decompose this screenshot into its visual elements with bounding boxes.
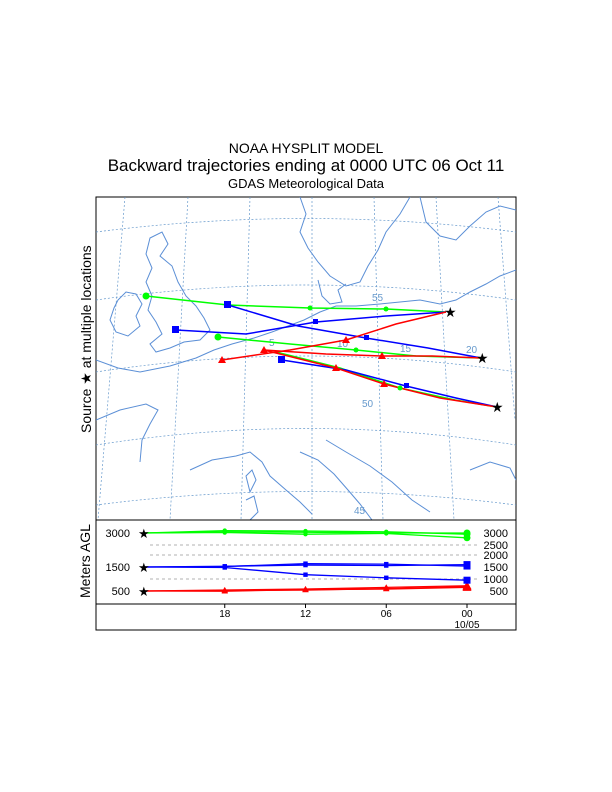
map-graticule [96, 197, 516, 520]
source-star-south: ★ [491, 399, 504, 415]
right-y-tick: 3000 [484, 528, 508, 540]
coastlines [96, 197, 516, 520]
right-y-tick: 2500 [484, 540, 508, 552]
source-stars: ★ ★ ★ [444, 304, 504, 415]
height-point [463, 576, 471, 584]
height-start-star: ★ [138, 526, 150, 541]
graticule-labels: 55 50 45 20 15 10 5 [269, 293, 478, 517]
height-point [384, 561, 389, 567]
map-markers [142, 292, 409, 391]
map-marker [172, 326, 179, 333]
map-traj-red-1 [221, 311, 447, 361]
height-point [221, 586, 228, 593]
map-marker [353, 347, 359, 353]
title-line-3: GDAS Meteorological Data [227, 176, 385, 191]
map-marker [380, 380, 388, 387]
lon-label-10: 10 [337, 339, 349, 350]
map-marker [307, 305, 313, 311]
map-marker [214, 333, 222, 341]
height-point [463, 530, 471, 538]
title-line-1: NOAA HYSPLIT MODEL [228, 140, 384, 156]
height-series: ★ ★ ★ [138, 526, 472, 599]
right-y-tick: 1000 [484, 574, 508, 586]
left-y-tick: 1500 [106, 562, 130, 574]
map-marker [397, 385, 403, 391]
lat-label-45: 45 [354, 506, 366, 517]
x-tick-label: 00 [461, 609, 473, 620]
right-y-tick: 1500 [484, 562, 508, 574]
map-marker [364, 335, 369, 340]
x-tick-label: 18 [219, 609, 231, 620]
height-point [302, 585, 309, 592]
map-marker [278, 356, 285, 363]
map-marker [218, 356, 226, 363]
height-point [303, 532, 308, 537]
x-tick-date: 10/05 [454, 620, 479, 631]
height-point [462, 581, 472, 590]
title-line-2: Backward trajectories ending at 0000 UTC… [107, 156, 505, 175]
height-grid [150, 544, 480, 580]
height-point [303, 528, 308, 534]
left-y-tick: 500 [112, 586, 130, 598]
height-point [222, 528, 227, 533]
source-star-middle: ★ [476, 350, 489, 366]
lon-label-5: 5 [269, 338, 275, 349]
source-star-north: ★ [444, 304, 457, 320]
lat-label-50: 50 [362, 399, 374, 410]
height-point [384, 575, 389, 580]
height-point [383, 584, 390, 590]
x-tick-label: 06 [381, 609, 393, 620]
map-marker [383, 306, 389, 312]
map-marker [142, 292, 150, 300]
lon-label-20: 20 [466, 345, 478, 356]
map-traj-green-3 [275, 351, 498, 408]
map-traj-blue-1 [175, 311, 447, 335]
map-marker [378, 352, 386, 359]
x-tick-label: 12 [300, 609, 312, 620]
height-panel-frame [95, 519, 517, 631]
height-point [463, 562, 471, 570]
right-y-tick: 500 [490, 586, 508, 598]
left-y-tick: 3000 [106, 528, 130, 540]
lat-label-55: 55 [372, 293, 384, 304]
map-marker [342, 336, 350, 343]
map-marker [224, 301, 231, 308]
map-marker [313, 319, 318, 324]
map-traj-green-1 [145, 295, 447, 313]
height-point [222, 564, 227, 569]
right-y-tick: 2000 [484, 550, 508, 562]
map-frame [95, 196, 517, 521]
lon-label-15: 15 [400, 344, 412, 355]
height-point [384, 529, 389, 534]
map-marker [260, 346, 268, 353]
height-point [303, 561, 308, 566]
height-start-star: ★ [138, 584, 150, 599]
map-traj-blue-3 [281, 359, 498, 408]
height-start-star: ★ [138, 560, 150, 575]
height-point [303, 572, 308, 577]
map-marker [332, 364, 340, 371]
map-marker [404, 383, 409, 388]
